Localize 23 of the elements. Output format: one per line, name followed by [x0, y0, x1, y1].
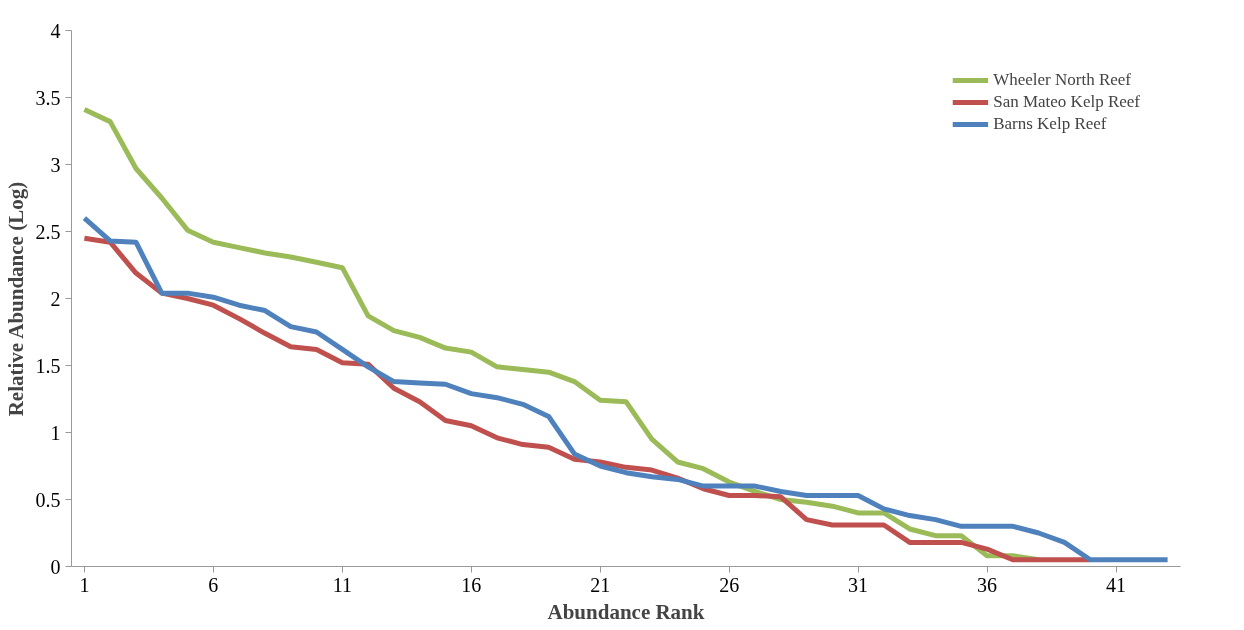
- y-tick-label: 2: [50, 287, 61, 310]
- legend-label: Barns Kelp Reef: [993, 114, 1107, 134]
- y-tick-label: 1: [50, 421, 61, 444]
- x-tick-label: 41: [1106, 573, 1127, 596]
- x-tick-label: 21: [590, 573, 611, 596]
- x-axis-title: Abundance Rank: [547, 599, 705, 624]
- y-tick-label: 3: [50, 153, 61, 176]
- y-tick-label: 3.5: [35, 86, 61, 109]
- legend-label: San Mateo Kelp Reef: [993, 92, 1140, 112]
- x-tick-label: 11: [332, 573, 352, 596]
- x-tick-label: 1: [79, 573, 90, 596]
- y-tick-label: 0: [50, 555, 61, 578]
- x-tick-label: 31: [848, 573, 869, 596]
- x-tick-label: 16: [461, 573, 482, 596]
- legend-label: Wheeler North Reef: [993, 70, 1131, 90]
- x-tick-label: 6: [208, 573, 219, 596]
- y-tick-label: 2.5: [35, 220, 61, 243]
- y-axis-title: Relative Abundance (Log): [3, 181, 28, 417]
- y-tick-label: 0.5: [35, 488, 61, 511]
- y-tick-label: 1.5: [35, 354, 61, 377]
- y-tick-label: 4: [50, 19, 61, 42]
- x-tick-label: 26: [719, 573, 740, 596]
- x-tick-label: 36: [977, 573, 998, 596]
